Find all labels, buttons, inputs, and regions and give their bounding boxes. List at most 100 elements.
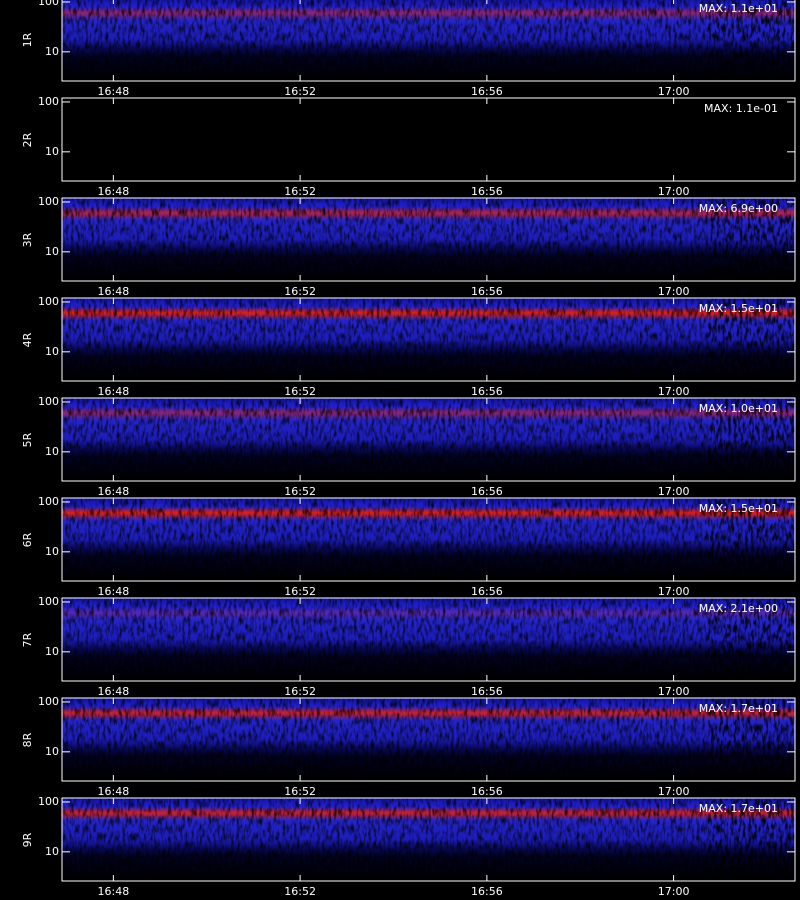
y-axis-label: 6R xyxy=(21,532,34,547)
x-tick-label: 16:48 xyxy=(98,585,130,598)
x-tick-label: 17:00 xyxy=(658,585,690,598)
y-axis-label: 7R xyxy=(21,632,34,647)
x-tick-label: 16:56 xyxy=(471,485,503,498)
x-tick-label: 16:56 xyxy=(471,385,503,398)
x-tick-label: 16:56 xyxy=(471,85,503,98)
annotation: MAX: 6.9e+00 xyxy=(699,202,778,215)
heatmap-texture xyxy=(62,198,795,281)
annotation: MAX: 1.1e-01 xyxy=(704,102,778,115)
x-tick-label: 16:48 xyxy=(98,885,130,898)
y-tick-label: 10 xyxy=(45,445,59,458)
x-tick-label: 16:48 xyxy=(98,485,130,498)
y-axis-label: 8R xyxy=(21,732,34,747)
x-tick-label: 16:56 xyxy=(471,285,503,298)
heatmap-sparse-edge xyxy=(708,298,795,381)
y-tick-label: 100 xyxy=(38,95,59,108)
plot-frame xyxy=(61,0,796,82)
y-axis-label: 3R xyxy=(21,232,34,247)
heatmap-texture xyxy=(62,398,795,481)
x-tick-label: 16:56 xyxy=(471,685,503,698)
x-tick-label: 16:48 xyxy=(98,185,130,198)
x-tick-label: 17:00 xyxy=(658,885,690,898)
plot-frame xyxy=(61,97,796,182)
x-tick-label: 16:56 xyxy=(471,785,503,798)
heatmap-field xyxy=(62,98,795,181)
x-tick-label: 16:48 xyxy=(98,85,130,98)
heatmap-texture xyxy=(62,298,795,381)
x-tick-label: 17:00 xyxy=(658,385,690,398)
x-tick-label: 17:00 xyxy=(658,85,690,98)
y-tick-label: 100 xyxy=(38,795,59,808)
y-tick-label: 100 xyxy=(38,0,59,8)
x-tick-label: 16:52 xyxy=(284,385,316,398)
x-tick-label: 16:52 xyxy=(284,785,316,798)
annotation: MAX: 1.1e+01 xyxy=(699,2,778,15)
heatmap-texture xyxy=(62,598,795,681)
annotation: MAX: 1.5e+01 xyxy=(699,502,778,515)
y-tick-label: 10 xyxy=(45,745,59,758)
y-tick-label: 10 xyxy=(45,145,59,158)
x-tick-label: 17:00 xyxy=(658,685,690,698)
annotation: MAX: 1.5e+01 xyxy=(699,302,778,315)
annotation: MAX: 2.1e+00 xyxy=(699,602,778,615)
y-tick-label: 10 xyxy=(45,645,59,658)
heatmap-sparse-edge xyxy=(708,498,795,581)
heatmap-sparse-edge xyxy=(708,0,795,81)
x-tick-label: 17:00 xyxy=(658,185,690,198)
heatmap-texture xyxy=(62,0,795,81)
x-tick-label: 16:48 xyxy=(98,285,130,298)
y-axis-label: 5R xyxy=(21,432,34,447)
heatmap-sparse-edge xyxy=(708,698,795,781)
y-axis-label: 1R xyxy=(21,32,34,47)
heatmap-texture xyxy=(62,698,795,781)
heatmap-sparse-edge xyxy=(708,398,795,481)
x-tick-label: 17:00 xyxy=(658,485,690,498)
y-tick-label: 100 xyxy=(38,495,59,508)
annotation: MAX: 1.0e+01 xyxy=(699,402,778,415)
annotation: MAX: 1.7e+01 xyxy=(699,802,778,815)
heatmap-sparse-edge xyxy=(708,798,795,881)
y-tick-label: 100 xyxy=(38,395,59,408)
x-tick-label: 16:56 xyxy=(471,585,503,598)
y-tick-label: 10 xyxy=(45,845,59,858)
y-tick-label: 100 xyxy=(38,595,59,608)
plot-frame xyxy=(61,697,796,782)
heatmap-texture xyxy=(62,498,795,581)
x-tick-label: 16:48 xyxy=(98,685,130,698)
y-axis-label: 2R xyxy=(21,132,34,147)
y-axis-label: 9R xyxy=(21,832,34,847)
x-tick-label: 16:56 xyxy=(471,185,503,198)
y-tick-label: 10 xyxy=(45,45,59,58)
heatmap-texture xyxy=(62,798,795,881)
y-tick-label: 100 xyxy=(38,695,59,708)
y-tick-label: 100 xyxy=(38,295,59,308)
plot-frame xyxy=(61,297,796,382)
x-tick-label: 16:48 xyxy=(98,385,130,398)
y-axis-label: 4R xyxy=(21,332,34,347)
y-tick-label: 10 xyxy=(45,345,59,358)
x-tick-label: 16:48 xyxy=(98,785,130,798)
heatmap-sparse-edge xyxy=(708,598,795,681)
plot-frame xyxy=(61,397,796,482)
x-tick-label: 16:52 xyxy=(284,485,316,498)
x-tick-label: 16:52 xyxy=(284,585,316,598)
x-tick-label: 16:52 xyxy=(284,185,316,198)
x-tick-label: 16:52 xyxy=(284,285,316,298)
x-tick-label: 17:00 xyxy=(658,285,690,298)
annotation: MAX: 1.7e+01 xyxy=(699,702,778,715)
x-tick-label: 16:56 xyxy=(471,885,503,898)
plot-frame xyxy=(61,497,796,582)
plot-frame xyxy=(61,197,796,282)
plot-frame xyxy=(61,797,796,882)
x-tick-label: 16:52 xyxy=(284,85,316,98)
x-tick-label: 17:00 xyxy=(658,785,690,798)
heatmap-sparse-edge xyxy=(708,198,795,281)
plot-frame xyxy=(61,597,796,682)
y-tick-label: 100 xyxy=(38,195,59,208)
x-tick-label: 16:52 xyxy=(284,885,316,898)
y-tick-label: 10 xyxy=(45,545,59,558)
y-tick-label: 10 xyxy=(45,245,59,258)
x-tick-label: 16:52 xyxy=(284,685,316,698)
